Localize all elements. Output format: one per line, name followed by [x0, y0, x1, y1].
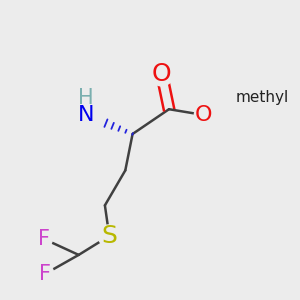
Text: S: S [101, 224, 117, 248]
Text: N: N [78, 105, 94, 125]
Text: F: F [39, 264, 51, 284]
Text: O: O [152, 62, 172, 86]
Circle shape [207, 76, 250, 119]
Circle shape [194, 105, 214, 124]
Text: F: F [38, 229, 50, 249]
Circle shape [150, 63, 173, 86]
Circle shape [36, 265, 54, 283]
Text: methyl: methyl [236, 90, 289, 105]
Circle shape [98, 225, 120, 247]
Text: O: O [195, 105, 213, 125]
Circle shape [69, 98, 103, 132]
Text: H: H [78, 88, 94, 107]
Circle shape [35, 230, 52, 247]
